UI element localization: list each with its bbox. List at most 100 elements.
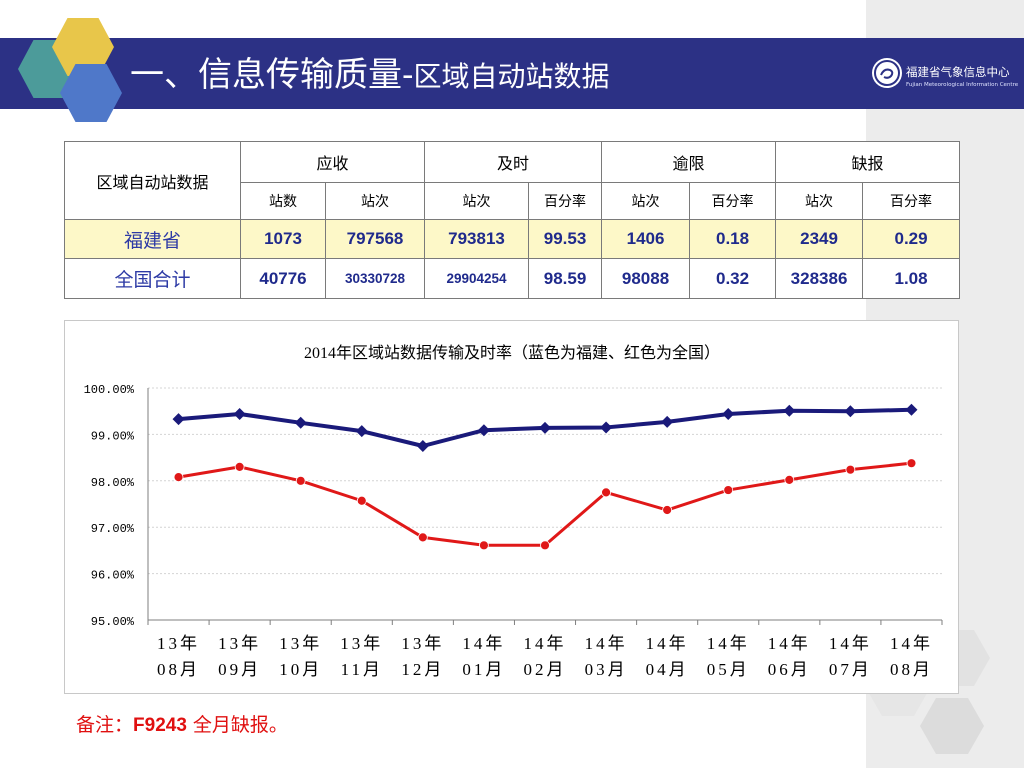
subheader-cell: 站次 [775,182,864,220]
x-tick-label: 14年 [829,634,872,653]
data-point-national [356,495,367,506]
org-emblem-icon [872,58,902,88]
table-row-fujian: 福建省 1073 797568 793813 99.53 1406 0.18 2… [64,219,961,259]
footnote: 备注：F9243 全月缺报。 [76,710,288,737]
table-cell: 30330728 [324,258,426,299]
x-tick-label: 07月 [829,660,872,679]
group-header: 应收 [239,141,426,183]
x-tick-label: 04月 [646,660,689,679]
x-tick-label: 10月 [279,660,322,679]
x-tick-label: 13年 [218,634,261,653]
data-point-fujian [905,403,918,416]
data-point-fujian [661,415,674,428]
group-header: 逾限 [601,141,777,183]
table-cell: 0.18 [689,219,777,259]
table-subheader-row: 站数 站次 站次 百分率 站次 百分率 站次 百分率 [65,182,961,220]
data-point-fujian [722,407,735,420]
x-tick-label: 05月 [707,660,750,679]
group-header: 缺报 [775,141,961,183]
data-point-fujian [477,424,490,437]
row-label: 全国合计 [64,258,241,299]
table-cell: 797568 [324,219,426,259]
x-tick-label: 14年 [768,634,811,653]
data-point-national [234,461,245,472]
y-tick-label: 100.00% [84,383,135,397]
y-tick-label: 97.00% [91,522,135,536]
x-tick-label: 13年 [401,634,444,653]
table-cell: 0.29 [862,219,961,259]
y-tick-label: 96.00% [91,569,135,583]
subheader-cell: 百分率 [689,182,777,220]
footnote-code: F9243 [133,715,187,736]
table-cell: 1406 [601,219,691,259]
x-tick-label: 14年 [524,634,567,653]
table-cell: 2349 [775,219,864,259]
data-point-fujian [416,440,429,452]
x-tick-label: 14年 [585,634,628,653]
data-point-national [845,464,856,475]
table-cell: 793813 [424,219,530,259]
org-name-en: Fujian Meteorological Information Centre [906,82,1019,88]
table-cell: 98.59 [528,258,603,299]
org-logo: 福建省气象信息中心 Fujian Meteorological Informat… [866,38,1024,109]
table-cell: 0.32 [689,258,777,299]
data-point-fujian [783,404,796,417]
x-tick-label: 13年 [279,634,322,653]
table-cell: 99.53 [528,219,603,259]
subheader-cell: 百分率 [862,182,961,220]
table-cell: 328386 [775,258,864,299]
subheader-cell: 站次 [601,182,691,220]
footnote-prefix: 备注： [76,714,134,736]
y-tick-label: 95.00% [91,615,135,629]
x-tick-label: 06月 [768,660,811,679]
subheader-cell: 站次 [324,182,426,220]
org-name-cn: 福建省气象信息中心 [906,65,1010,79]
station-data-table: 区域自动站数据 应收 及时 逾限 缺报 站数 站次 站次 百分率 站次 百分率 … [64,141,961,299]
table-row-national: 全国合计 40776 30330728 29904254 98.59 98088… [64,258,961,299]
data-point-national [662,505,673,515]
data-point-fujian [539,421,551,434]
table-cell: 40776 [240,258,326,299]
x-tick-label: 14年 [646,634,689,653]
x-tick-label: 08月 [890,660,933,679]
data-point-fujian [294,416,307,429]
x-tick-label: 14年 [707,634,750,653]
series-line-national [178,461,912,547]
data-point-national [173,472,184,482]
timeliness-line-chart: 2014年区域站数据传输及时率（蓝色为福建、红色为全国） 95.00% 96.00… [84,344,943,679]
data-point-national [295,475,306,486]
data-point-fujian [355,425,368,438]
data-point-fujian [600,421,613,434]
chart-panel: 2014年区域站数据传输及时率（蓝色为福建、红色为全国） 95.00% 96.00… [64,320,959,694]
subheader-cell: 站次 [424,182,530,220]
x-tick-label: 13年 [340,634,383,653]
data-point-national [540,540,550,551]
x-tick-label: 01月 [462,660,505,679]
page-title-main: 一、信息传输质量- [130,55,414,95]
x-tick-label: 14年 [462,634,505,653]
table-corner-header: 区域自动站数据 [64,141,241,220]
table-cell: 1.08 [862,258,961,299]
page-title: 一、信息传输质量-区域自动站数据 [130,42,610,108]
row-label: 福建省 [64,219,241,259]
footnote-text: 全月缺报。 [186,714,288,736]
x-tick-label: 09月 [218,660,261,679]
data-point-national [417,532,428,543]
y-tick-label: 99.00% [91,429,135,443]
data-point-national [723,485,734,495]
data-point-fujian [844,405,857,418]
data-point-national [906,458,917,469]
x-tick-label: 11月 [341,660,383,679]
logo-hexagon-blue [60,64,122,122]
table-header-row: 区域自动站数据 应收 及时 逾限 缺报 [64,141,961,220]
x-tick-label: 08月 [157,660,200,679]
title-bar [0,38,866,109]
data-point-national [479,540,489,551]
chart-title: 2014年区域站数据传输及时率（蓝色为福建、红色为全国） [304,344,720,362]
group-header: 及时 [424,141,603,183]
data-point-fujian [233,407,246,420]
data-point-national [784,474,795,485]
table-cell: 1073 [240,219,326,259]
x-tick-label: 12月 [401,660,444,679]
x-tick-label: 02月 [524,660,567,679]
